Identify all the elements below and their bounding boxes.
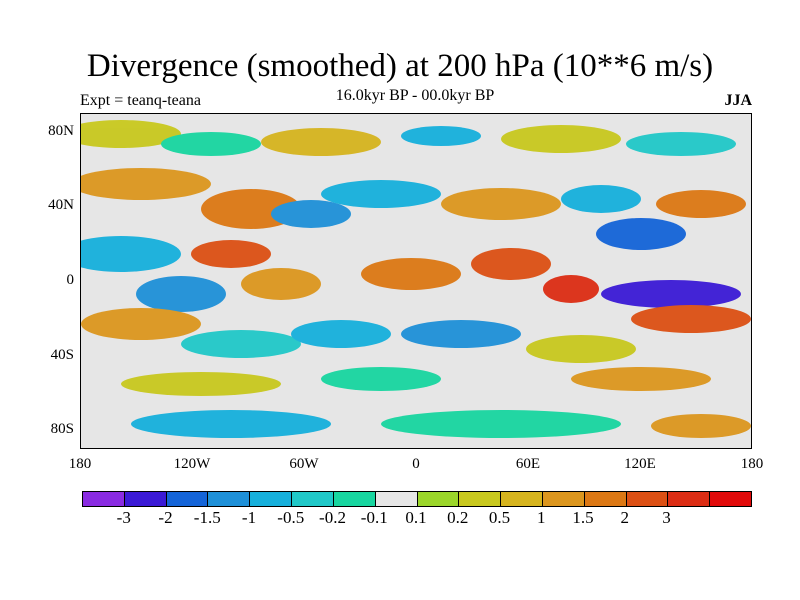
colorbar-label: 0.1	[405, 508, 427, 527]
lon-label-60w: 60W	[289, 456, 319, 472]
colorbar-label: 2	[620, 508, 630, 527]
colorbar-box	[417, 492, 460, 506]
colorbar-label: 0.2	[447, 508, 469, 527]
colorbar-box	[83, 492, 125, 506]
lat-label-80n: 80N	[48, 123, 74, 139]
colorbar-box	[584, 492, 627, 506]
colorbar-box	[208, 492, 251, 506]
season-label: JJA	[724, 92, 752, 109]
lon-label-180e: 180	[740, 456, 764, 472]
colorbar-box	[501, 492, 543, 506]
colorbar-box	[124, 492, 167, 506]
lon-label-120e: 120E	[624, 456, 656, 472]
colorbar-label: 0.5	[488, 508, 511, 527]
divergence-field	[81, 114, 751, 448]
colorbar-label: 3	[662, 508, 671, 527]
colorbar-label: -2	[158, 508, 173, 527]
colorbar-label: -1	[241, 508, 257, 527]
colorbar-label: -3	[116, 508, 131, 527]
lat-label-80s: 80S	[50, 421, 74, 437]
colorbar-box	[333, 492, 376, 506]
colorbar-label: 1	[537, 508, 546, 527]
colorbar-label: 1.5	[572, 508, 594, 527]
colorbar-box	[542, 492, 585, 506]
period-label: 16.0kyr BP - 00.0kyr BP	[335, 87, 495, 104]
colorbar-label: -0.1	[360, 508, 388, 527]
colorbar-box	[166, 492, 209, 506]
colorbar-label: -0.2	[319, 508, 346, 527]
map-panel	[80, 113, 752, 449]
colorbar-box	[375, 492, 418, 506]
colorbar-box	[710, 492, 751, 506]
colorbar-box	[626, 492, 669, 506]
colorbar-label: -0.5	[277, 508, 305, 527]
colorbar-box	[668, 492, 711, 506]
lon-label-60e: 60E	[515, 456, 541, 472]
lon-label-0: 0	[412, 456, 420, 472]
lon-label-120w: 120W	[173, 456, 211, 472]
lat-label-0: 0	[66, 272, 75, 288]
colorbar-box	[250, 492, 293, 506]
lat-label-40n: 40N	[48, 197, 74, 213]
colorbar	[82, 491, 752, 507]
map-title: Divergence (smoothed) at 200 hPa (10**6 …	[86, 48, 714, 84]
colorbar-label: -1.5	[193, 508, 221, 527]
lon-label-180w: 180	[68, 456, 92, 472]
colorbar-box	[292, 492, 334, 506]
experiment-label: Expt = teanq-teana	[80, 92, 201, 109]
colorbar-box	[459, 492, 502, 506]
lat-label-40s: 40S	[50, 347, 74, 363]
